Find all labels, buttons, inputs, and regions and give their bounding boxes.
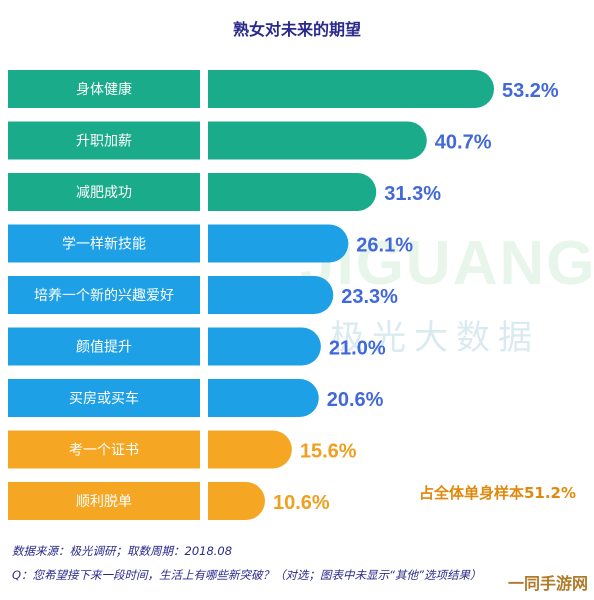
category-label: 升职加薪: [76, 134, 132, 150]
bar: [208, 173, 377, 211]
category-label: 顺利脱单: [76, 494, 132, 510]
category-label-box: [8, 276, 200, 314]
data-label: 15.6%: [300, 441, 357, 463]
bar: [208, 430, 292, 469]
bar: [208, 379, 319, 417]
data-label: 20.6%: [327, 389, 384, 411]
data-label: 21.0%: [329, 338, 386, 360]
data-source-note: 数据来源：极光调研；取数周期：2018.08: [12, 544, 233, 558]
bar: [208, 276, 334, 314]
data-label: 31.3%: [384, 183, 441, 205]
category-label: 颜值提升: [76, 340, 132, 356]
sample-note: 占全体单身样本51.2%: [418, 484, 576, 502]
watermark-brand-cn: 极光大数据: [330, 318, 540, 358]
data-label: 40.7%: [435, 132, 492, 154]
category-label: 培养一个新的兴趣爱好: [34, 288, 174, 304]
bar: [208, 224, 349, 263]
data-label: 53.2%: [502, 80, 559, 102]
survey-question-note: Q：您希望接下来一段时间，生活上有哪些新突破？（对选；图表中未显示“其他”选项结…: [12, 568, 482, 582]
bar: [208, 70, 494, 108]
watermark-brand: JIGUANG: [300, 229, 594, 298]
chart-title: 熟女对未来的期望: [232, 20, 361, 39]
category-label-box: [8, 430, 200, 469]
bar: [208, 121, 427, 160]
site-badge: 一同手游网: [507, 574, 588, 593]
category-label-box: [8, 121, 200, 160]
data-label: 26.1%: [356, 235, 413, 257]
category-label: 买房或买车: [69, 390, 139, 407]
category-label: 考一个证书: [69, 443, 139, 459]
bar: [208, 327, 321, 366]
category-label: 减肥成功: [76, 185, 132, 201]
data-label: 23.3%: [341, 286, 398, 308]
category-label-box: [8, 224, 200, 263]
category-label-box: [8, 70, 200, 108]
category-label: 身体健康: [76, 81, 132, 98]
category-label-box: [8, 173, 200, 211]
data-label: 10.6%: [273, 492, 330, 514]
category-label-box: [8, 327, 200, 366]
category-label: 学一样新技能: [62, 237, 146, 253]
category-label-box: [8, 482, 200, 520]
category-label-box: [8, 379, 200, 417]
bar: [208, 482, 265, 520]
